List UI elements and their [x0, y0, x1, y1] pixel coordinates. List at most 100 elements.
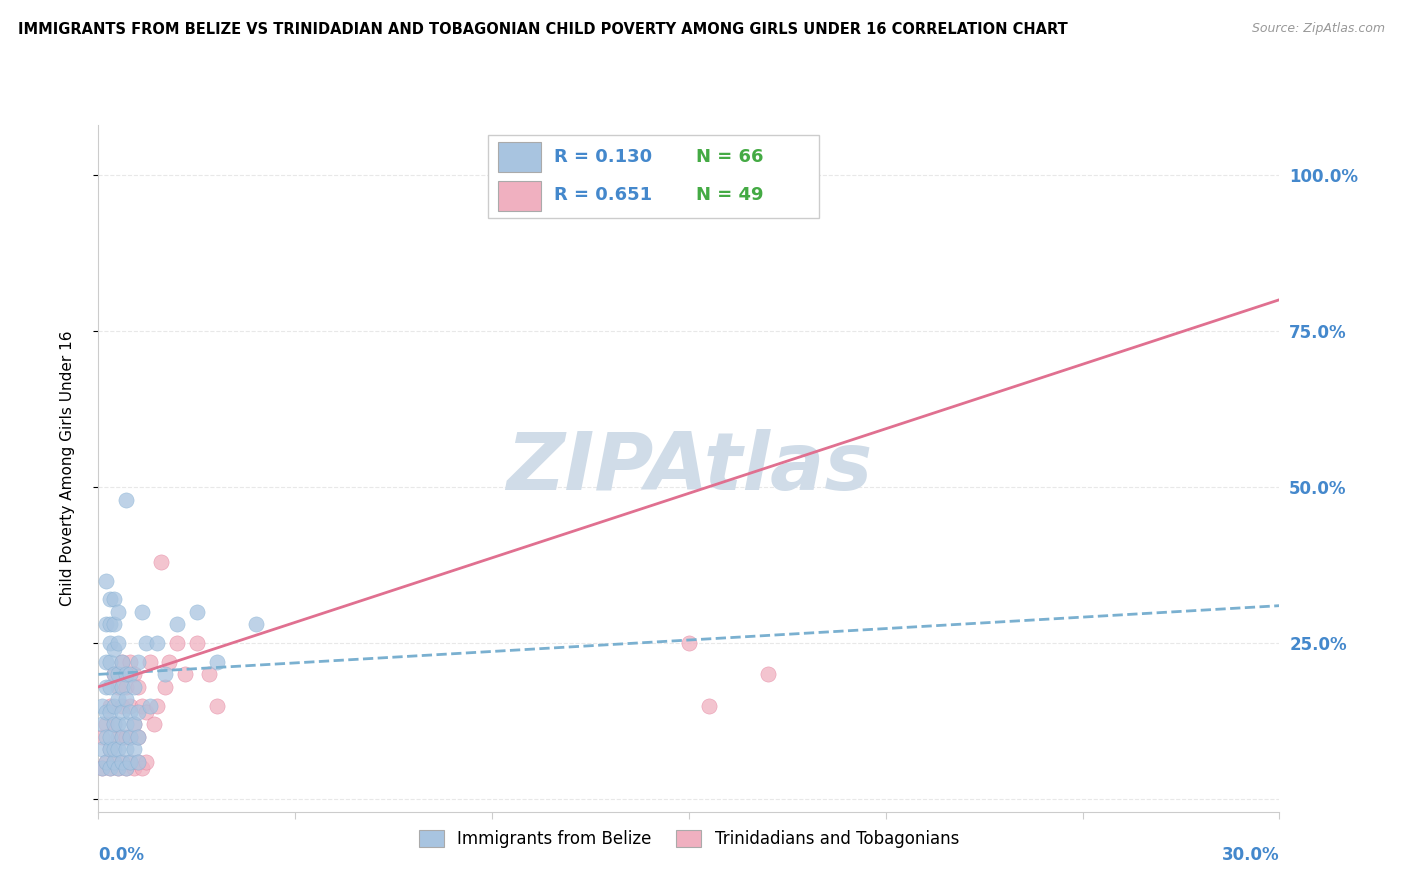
Point	[138, 698, 160, 713]
Point	[98, 592, 121, 607]
Point	[166, 617, 188, 632]
Point	[98, 636, 121, 650]
Point	[118, 705, 141, 719]
Point	[118, 698, 141, 713]
Point	[122, 761, 145, 775]
Point	[98, 698, 121, 713]
Point	[103, 667, 125, 681]
Point	[98, 680, 121, 694]
Point	[103, 717, 125, 731]
Point	[205, 655, 228, 669]
Point	[91, 761, 114, 775]
Point	[91, 698, 114, 713]
Point	[127, 730, 149, 744]
Point	[118, 730, 141, 744]
Point	[131, 605, 153, 619]
Point	[96, 574, 118, 588]
Point	[115, 717, 138, 731]
Point	[717, 168, 740, 182]
Point	[98, 705, 121, 719]
Point	[142, 717, 165, 731]
Point	[118, 730, 141, 744]
Text: Source: ZipAtlas.com: Source: ZipAtlas.com	[1251, 22, 1385, 36]
Point	[103, 755, 125, 769]
Point	[697, 698, 720, 713]
Point	[111, 655, 134, 669]
Point	[98, 761, 121, 775]
Point	[96, 730, 118, 744]
Point	[98, 742, 121, 756]
Legend: Immigrants from Belize, Trinidadians and Tobagonians: Immigrants from Belize, Trinidadians and…	[412, 823, 966, 855]
Point	[115, 742, 138, 756]
Point	[96, 680, 118, 694]
Point	[91, 730, 114, 744]
Point	[135, 636, 157, 650]
Point	[107, 730, 129, 744]
Point	[103, 755, 125, 769]
Point	[155, 680, 177, 694]
Point	[107, 761, 129, 775]
Point	[135, 705, 157, 719]
Point	[98, 761, 121, 775]
Point	[91, 761, 114, 775]
Point	[91, 742, 114, 756]
Point	[103, 742, 125, 756]
Point	[118, 755, 141, 769]
Point	[103, 667, 125, 681]
Point	[98, 730, 121, 744]
Y-axis label: Child Poverty Among Girls Under 16: Child Poverty Among Girls Under 16	[60, 331, 75, 606]
Point	[98, 742, 121, 756]
Point	[146, 698, 169, 713]
Point	[103, 617, 125, 632]
Point	[157, 655, 180, 669]
Point	[146, 636, 169, 650]
Point	[115, 761, 138, 775]
Point	[96, 655, 118, 669]
Point	[115, 667, 138, 681]
Point	[107, 636, 129, 650]
Point	[127, 655, 149, 669]
Point	[122, 717, 145, 731]
Point	[96, 755, 118, 769]
Point	[96, 705, 118, 719]
Point	[122, 667, 145, 681]
Text: 30.0%: 30.0%	[1222, 846, 1279, 864]
Point	[115, 692, 138, 706]
Point	[174, 667, 197, 681]
Point	[107, 667, 129, 681]
Point	[245, 617, 267, 632]
Point	[127, 705, 149, 719]
Point	[118, 755, 141, 769]
Point	[135, 755, 157, 769]
Point	[103, 698, 125, 713]
Point	[103, 592, 125, 607]
Point	[150, 555, 173, 569]
Point	[115, 730, 138, 744]
Point	[111, 655, 134, 669]
Point	[96, 617, 118, 632]
Text: IMMIGRANTS FROM BELIZE VS TRINIDADIAN AND TOBAGONIAN CHILD POVERTY AMONG GIRLS U: IMMIGRANTS FROM BELIZE VS TRINIDADIAN AN…	[18, 22, 1069, 37]
Point	[678, 636, 700, 650]
Point	[111, 755, 134, 769]
Point	[186, 636, 208, 650]
Point	[111, 730, 134, 744]
Point	[166, 636, 188, 650]
Point	[205, 698, 228, 713]
Point	[107, 605, 129, 619]
Point	[111, 698, 134, 713]
Text: ZIPAtlas: ZIPAtlas	[506, 429, 872, 508]
Point	[98, 617, 121, 632]
Text: 0.0%: 0.0%	[98, 846, 145, 864]
Point	[96, 755, 118, 769]
Point	[103, 642, 125, 657]
Point	[127, 755, 149, 769]
Point	[122, 717, 145, 731]
Point	[186, 605, 208, 619]
Point	[127, 680, 149, 694]
Point	[118, 667, 141, 681]
Point	[111, 705, 134, 719]
Point	[118, 655, 141, 669]
Point	[91, 717, 114, 731]
Point	[122, 742, 145, 756]
Point	[127, 755, 149, 769]
